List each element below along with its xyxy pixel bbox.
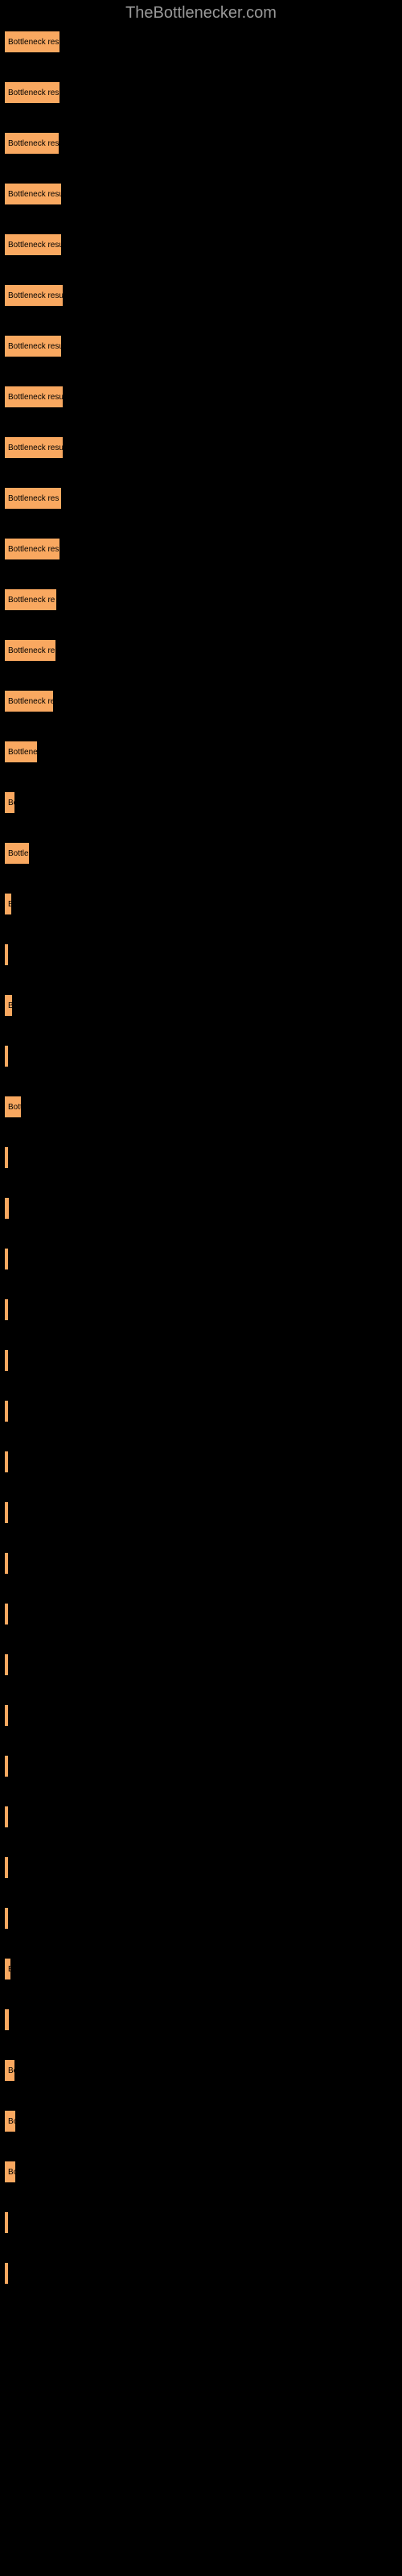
bar-row — [4, 1501, 398, 1524]
bar[interactable]: Bo — [4, 791, 15, 814]
bar[interactable] — [4, 1704, 9, 1727]
bar[interactable]: Bottleneck resu — [4, 386, 64, 408]
bar[interactable] — [4, 2211, 9, 2234]
bar[interactable]: B — [4, 994, 13, 1017]
bar[interactable]: Bottlene — [4, 741, 38, 763]
bar[interactable]: B — [4, 893, 12, 915]
bar[interactable] — [4, 1653, 9, 1676]
bar-row: Bottleneck resu — [4, 183, 398, 205]
bar-row — [4, 2211, 398, 2234]
bar-row: Bo — [4, 2161, 398, 2183]
bar[interactable]: Bottleneck result — [4, 31, 60, 53]
bar-row: Bott — [4, 1096, 398, 1118]
bar[interactable]: B — [4, 1958, 11, 1980]
bar-row: Bottleneck re — [4, 588, 398, 611]
bar[interactable] — [4, 1146, 9, 1169]
bar-row — [4, 943, 398, 966]
bar[interactable]: Bottleneck resu — [4, 132, 59, 155]
bar[interactable]: Bottleneck resu — [4, 335, 62, 357]
bar-row — [4, 1400, 398, 1422]
bar-row: Bottleneck resu — [4, 335, 398, 357]
bar-row: Be — [4, 2059, 398, 2082]
bar[interactable] — [4, 1806, 9, 1828]
bar-row — [4, 1552, 398, 1575]
bar[interactable]: Bottleneck resu — [4, 436, 64, 459]
bar[interactable]: Bottleneck res — [4, 538, 60, 560]
bar-row: Bottleneck re — [4, 690, 398, 712]
bar[interactable]: Bottleneck resu — [4, 233, 62, 256]
bar-row — [4, 1806, 398, 1828]
bar-row: B — [4, 1958, 398, 1980]
bar-row: Bottleneck resu — [4, 284, 398, 307]
bar-row: Bottleneck resu — [4, 436, 398, 459]
bar-row: B — [4, 994, 398, 1017]
bar[interactable]: Bo — [4, 2110, 16, 2132]
page-title: TheBottlenecker.com — [0, 0, 402, 31]
bar[interactable] — [4, 1197, 10, 1220]
bar[interactable] — [4, 1552, 9, 1575]
bar-row — [4, 1653, 398, 1676]
bar-row: Bottleneck res — [4, 538, 398, 560]
bar-row: Bottleneck resu — [4, 233, 398, 256]
bar[interactable]: Bottler — [4, 842, 30, 865]
bar[interactable]: Bottleneck resu — [4, 183, 62, 205]
bar[interactable] — [4, 1755, 9, 1777]
bar-row: Bottleneck result — [4, 81, 398, 104]
bar-row — [4, 1298, 398, 1321]
bar-row: Bottleneck res — [4, 487, 398, 510]
bar-row: Bo — [4, 2110, 398, 2132]
bar[interactable] — [4, 1451, 9, 1473]
bar-row — [4, 1856, 398, 1879]
bar-row — [4, 1248, 398, 1270]
bar[interactable] — [4, 1248, 9, 1270]
bar[interactable]: Bott — [4, 1096, 22, 1118]
bar[interactable] — [4, 1400, 9, 1422]
bar[interactable] — [4, 1045, 9, 1067]
bar-row — [4, 2008, 398, 2031]
bar-row — [4, 1755, 398, 1777]
bar-row — [4, 1704, 398, 1727]
bar-row — [4, 2262, 398, 2285]
bar[interactable]: Bo — [4, 2161, 16, 2183]
bar-row — [4, 1451, 398, 1473]
bar[interactable]: Bottleneck result — [4, 81, 60, 104]
bar-row: Bottleneck result — [4, 31, 398, 53]
bar-row: Bottler — [4, 842, 398, 865]
bar[interactable] — [4, 2262, 9, 2285]
bar-row: Bottleneck re — [4, 639, 398, 662]
bar[interactable]: Bottleneck re — [4, 690, 54, 712]
bar-row — [4, 1197, 398, 1220]
bar-chart: Bottleneck result Bottleneck result Bottle… — [0, 31, 402, 2285]
bar-row: Bottleneck resu — [4, 132, 398, 155]
bar-row: Bottlene — [4, 741, 398, 763]
bar-row — [4, 1045, 398, 1067]
bar[interactable] — [4, 1501, 9, 1524]
bar[interactable]: Bottleneck res — [4, 487, 62, 510]
bar[interactable] — [4, 1603, 9, 1625]
bar[interactable]: Bottleneck resu — [4, 284, 64, 307]
bar-row: Bottleneck resu — [4, 386, 398, 408]
bar[interactable] — [4, 1349, 9, 1372]
bar-row — [4, 1907, 398, 1930]
bar-row: Bo — [4, 791, 398, 814]
bar-row — [4, 1349, 398, 1372]
bar-row — [4, 1603, 398, 1625]
bar[interactable]: Bottleneck re — [4, 639, 56, 662]
bar[interactable] — [4, 1298, 9, 1321]
bar[interactable] — [4, 1907, 9, 1930]
bar[interactable]: Be — [4, 2059, 15, 2082]
bar[interactable]: Bottleneck re — [4, 588, 57, 611]
bar-row — [4, 1146, 398, 1169]
bar[interactable] — [4, 2008, 10, 2031]
bar[interactable] — [4, 943, 9, 966]
bar[interactable] — [4, 1856, 9, 1879]
bar-row: B — [4, 893, 398, 915]
